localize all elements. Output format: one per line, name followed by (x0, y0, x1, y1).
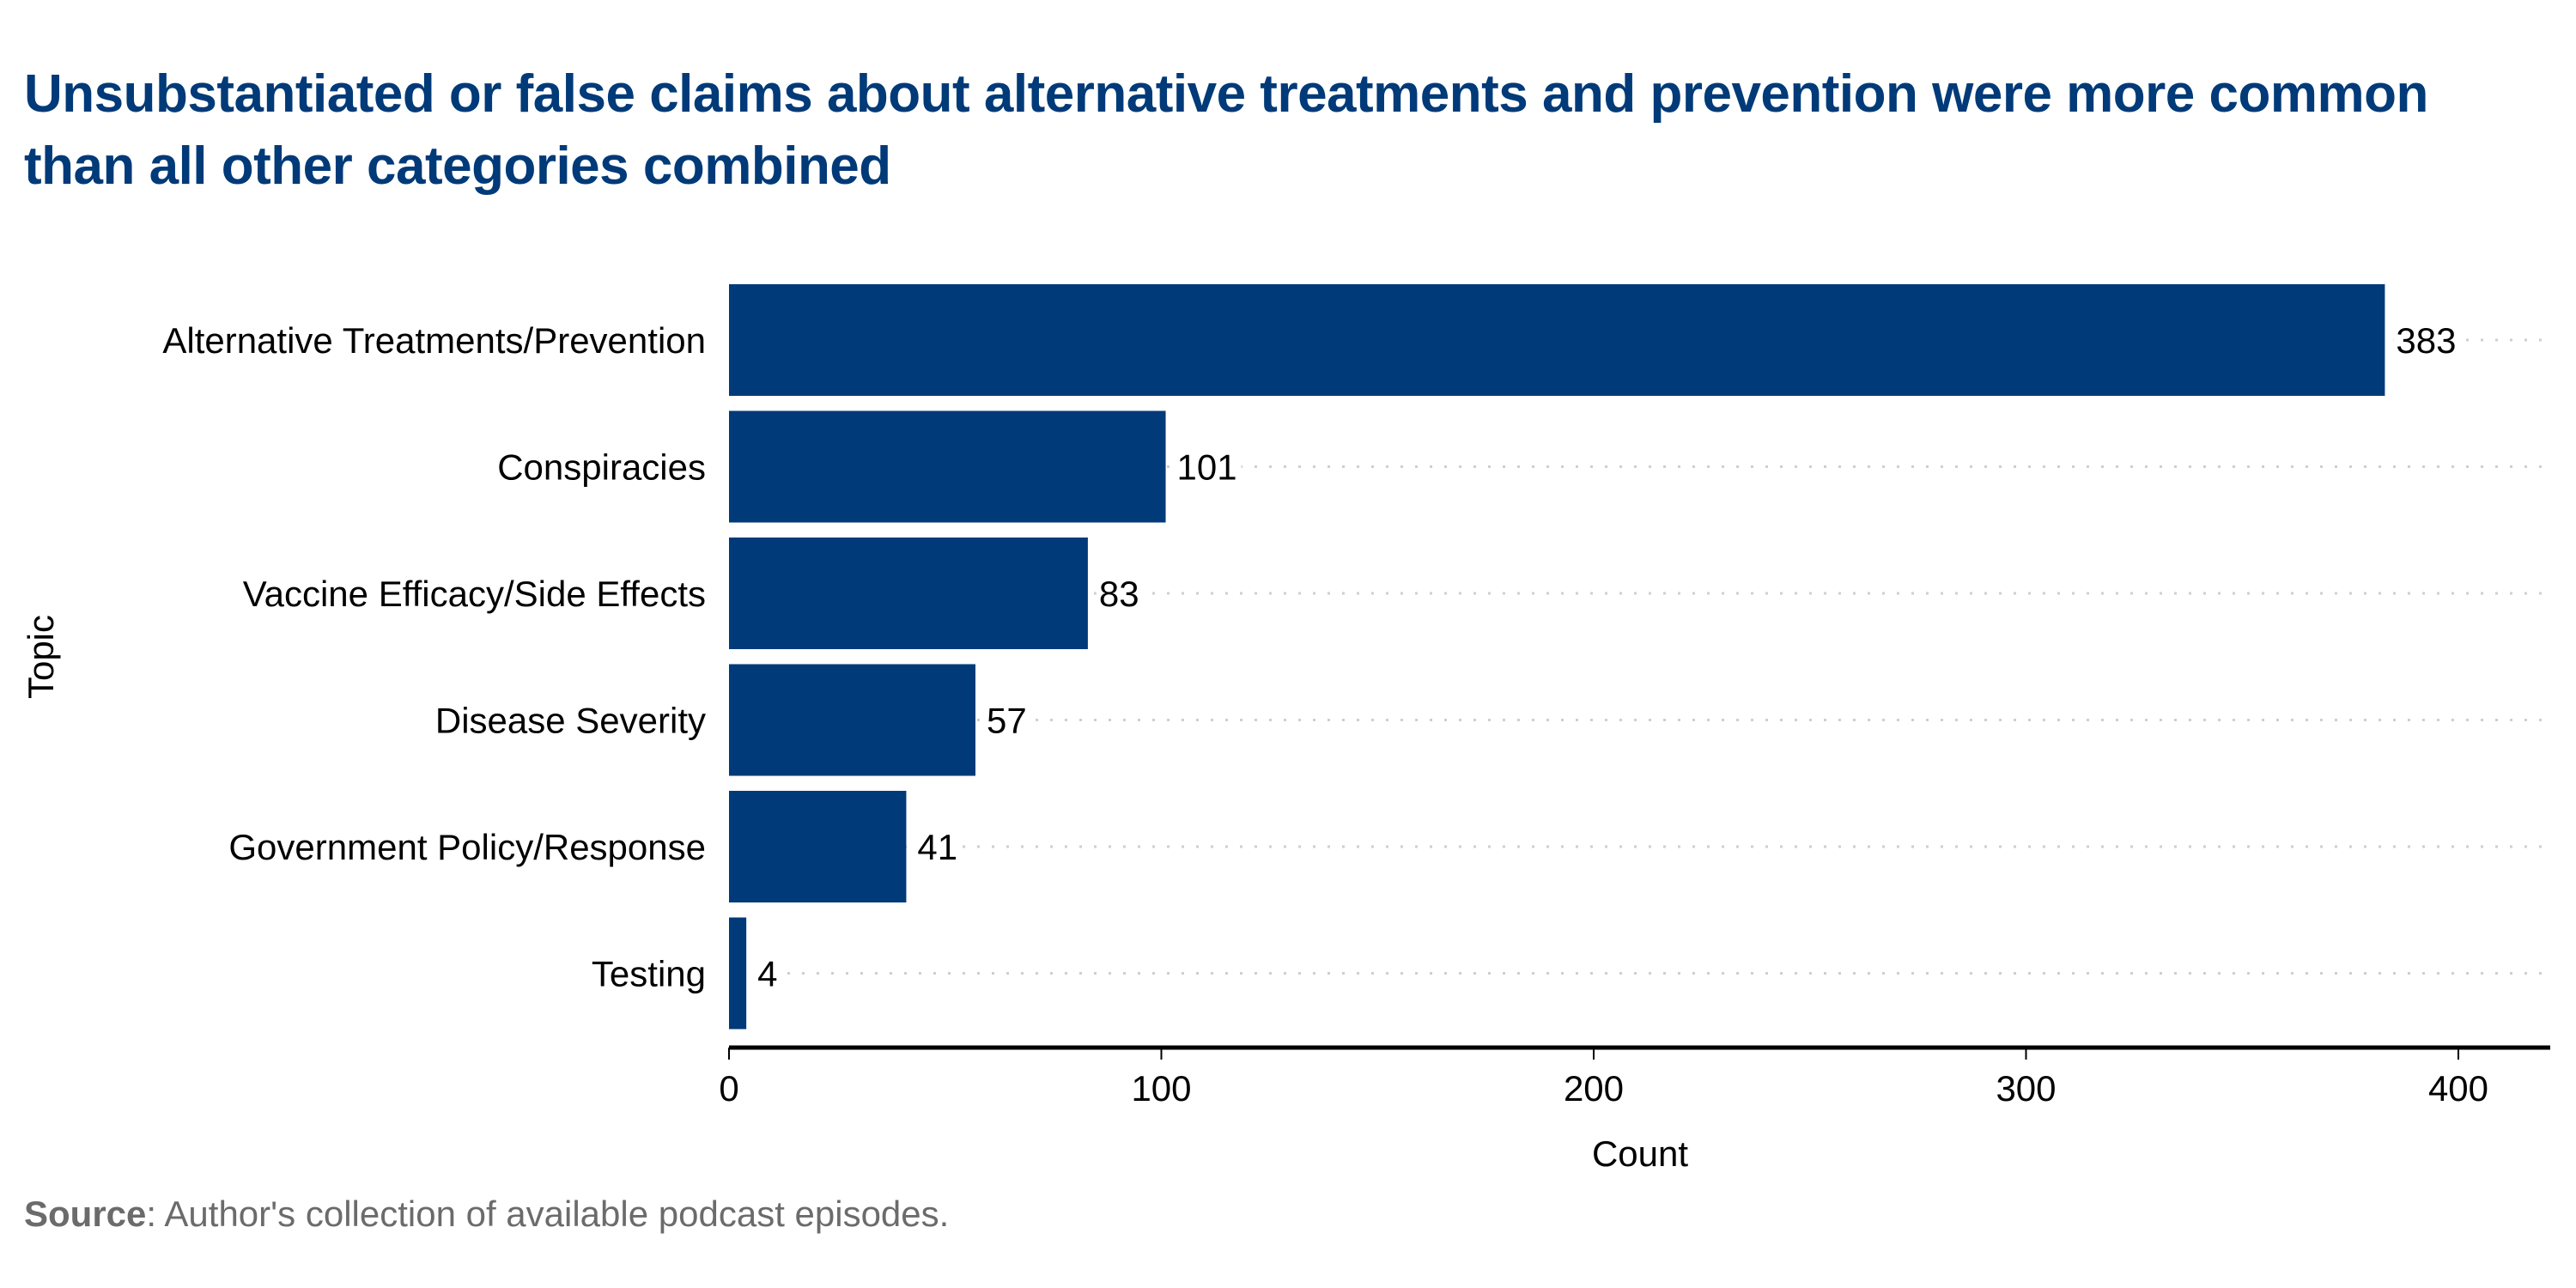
value-label-bg (2393, 319, 2461, 361)
x-tick-label: 0 (719, 1068, 738, 1109)
value-label-bg (1174, 446, 1242, 488)
value-labels: 383 101 83 57 41 4 (755, 319, 2461, 994)
category-label: Vaccine Efficacy/Side Effects (243, 574, 706, 614)
category-label: Testing (592, 954, 706, 994)
value-label-bg (983, 699, 1030, 741)
category-label: Alternative Treatments/Prevention (162, 320, 706, 361)
y-axis-title: Topic (21, 615, 61, 699)
x-tick-label: 100 (1131, 1068, 1191, 1109)
bar (729, 538, 1088, 649)
category-label: Government Policy/Response (228, 827, 706, 867)
value-label-bg (914, 826, 962, 867)
source-label: Source (24, 1194, 147, 1234)
category-label: Conspiracies (497, 447, 706, 488)
bar (729, 410, 1166, 523)
chart-title: Unsubstantiated or false claims about al… (24, 64, 2428, 196)
x-tick-label: 300 (1996, 1068, 2056, 1109)
value-label: 57 (987, 701, 1027, 741)
bar (729, 664, 975, 776)
bar (729, 791, 907, 902)
bar (729, 917, 747, 1030)
x-axis: 0 100 200 300 400 (719, 1045, 2550, 1109)
bars (729, 284, 2385, 1030)
source-text: : Author's collection of available podca… (146, 1194, 950, 1234)
category-labels: Alternative Treatments/Prevention Conspir… (162, 320, 706, 994)
value-label: 101 (1177, 447, 1237, 488)
value-label: 83 (1099, 574, 1139, 614)
x-axis-title: Count (1592, 1133, 1688, 1174)
value-label-bg (755, 952, 781, 994)
category-label: Disease Severity (435, 701, 706, 741)
value-label-bg (1096, 573, 1143, 614)
source-note: Source: Author's collection of available… (24, 1194, 949, 1235)
x-tick-label: 200 (1564, 1068, 1624, 1109)
bar (729, 284, 2385, 396)
value-label: 383 (2396, 320, 2456, 361)
value-label: 4 (757, 954, 777, 994)
x-tick-label: 400 (2428, 1068, 2488, 1109)
value-label: 41 (917, 827, 957, 867)
